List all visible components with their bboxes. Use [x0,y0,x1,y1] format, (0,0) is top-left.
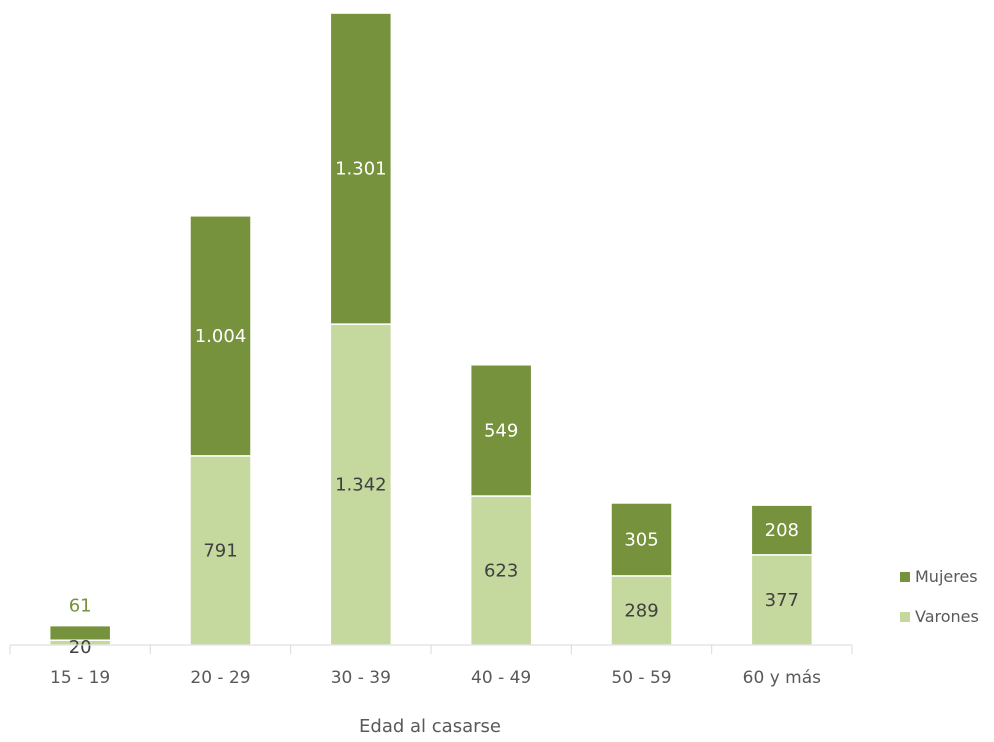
bar-mujeres-3 [469,364,533,497]
data-label-varones-1: 791 [203,540,237,561]
bar-mujeres-5 [750,504,814,556]
data-labels-layer: 20 791 1.342 623 289 377 61 1.004 1.301 549 305 208 [69,159,799,659]
bar-varones-4 [610,575,673,646]
x-tick-label-3: 40 - 49 [471,668,531,688]
bar-mujeres-2 [329,12,393,325]
legend: Mujeres Varones [900,567,979,626]
data-label-mujeres-2: 1.301 [335,159,387,180]
data-label-varones-4: 289 [624,600,658,621]
bar-mujeres-4 [610,502,673,577]
x-tick-label-2: 30 - 39 [331,668,391,688]
x-tick-label-1: 20 - 29 [190,668,250,688]
x-tick-label-0: 15 - 19 [50,668,110,688]
data-label-varones-3: 623 [484,561,518,582]
bar-mujeres-0 [48,624,112,641]
data-label-varones-5: 377 [765,590,799,611]
legend-swatch-varones [900,612,910,622]
data-label-mujeres-4: 305 [624,529,658,550]
x-tick-label-4: 50 - 59 [611,668,671,688]
bar-varones-1 [189,455,252,646]
legend-label-mujeres: Mujeres [915,567,978,586]
bar-varones-3 [469,495,533,646]
data-label-mujeres-1: 1.004 [195,326,247,347]
bars-layer [48,12,814,646]
data-label-mujeres-3: 549 [484,420,518,441]
x-axis-title: Edad al casarse [359,716,501,737]
legend-swatch-mujeres [900,572,910,582]
data-label-mujeres-5: 208 [765,520,799,541]
data-label-varones-0: 20 [69,637,92,658]
legend-label-varones: Varones [915,607,979,626]
x-axis: 15 - 19 20 - 29 30 - 39 40 - 49 50 - 59 60 y … [9,644,853,688]
bar-mujeres-1 [189,215,252,457]
data-label-varones-2: 1.342 [335,475,387,496]
data-label-mujeres-0: 61 [69,596,92,617]
x-tick-label-5: 60 y más [743,668,821,688]
